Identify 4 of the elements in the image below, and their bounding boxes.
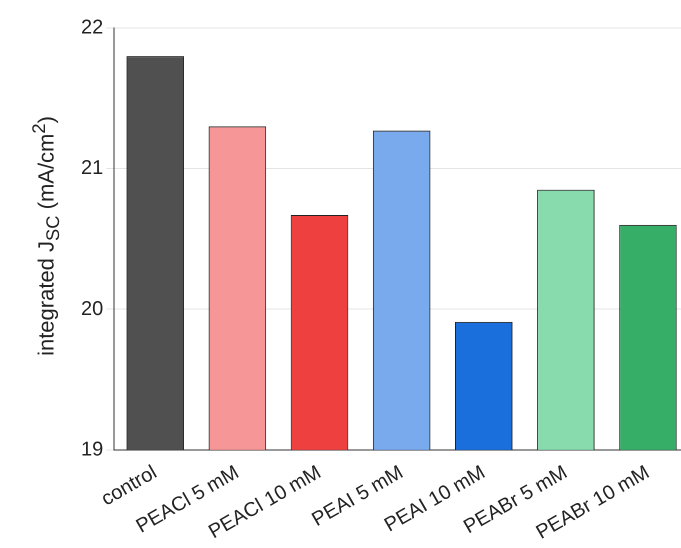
y-tick-label: 20 xyxy=(80,298,104,320)
y-tick-label: 21 xyxy=(80,157,104,180)
y-tick-label: 22 xyxy=(80,16,104,39)
y-tick-label: 19 xyxy=(80,438,104,460)
